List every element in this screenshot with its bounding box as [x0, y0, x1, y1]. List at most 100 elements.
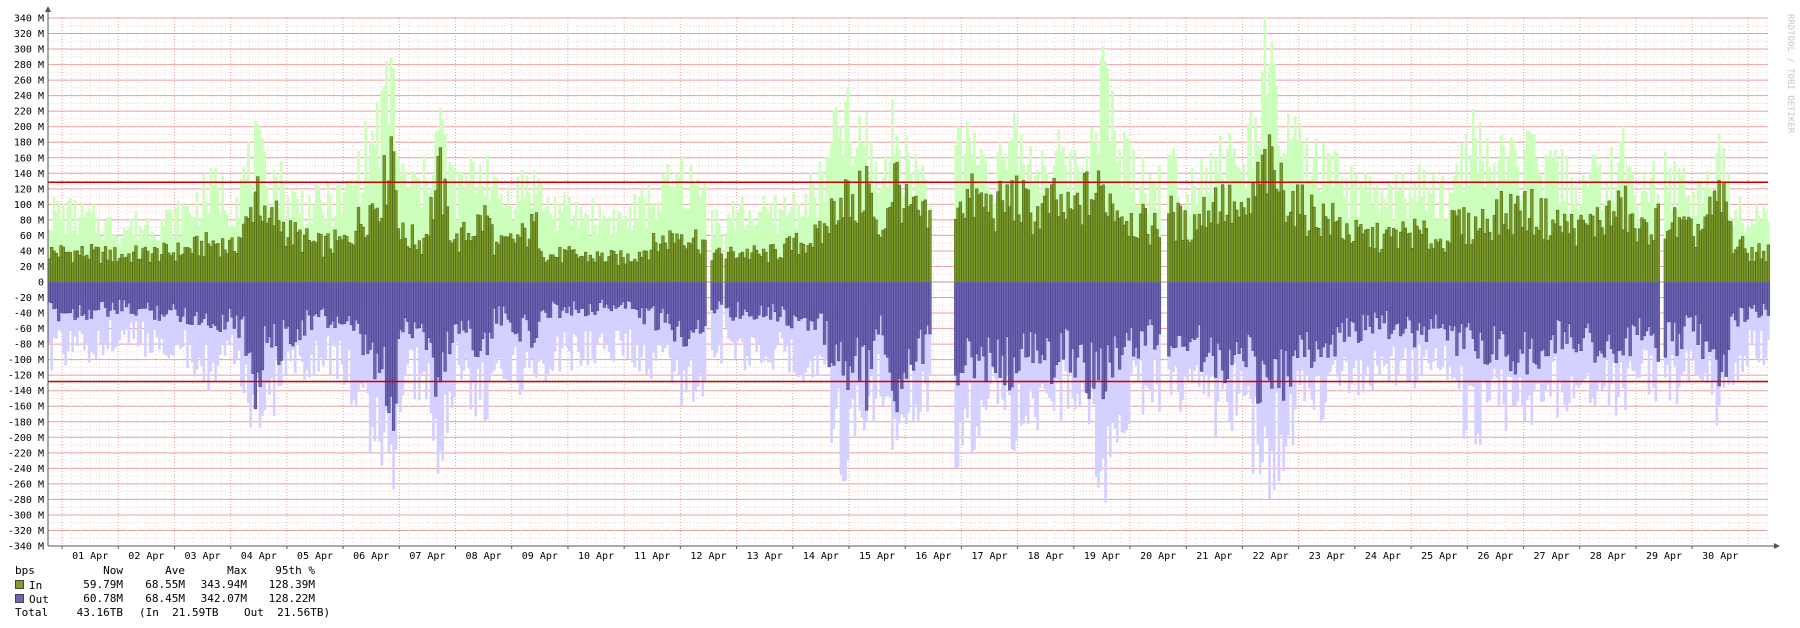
legend-swatch-out: [15, 594, 24, 603]
legend-p95-out: 128.22M: [268, 592, 315, 605]
x-tick-label: 24 Apr: [1365, 551, 1401, 562]
legend-total-out: Out 21.56TB): [244, 606, 331, 619]
x-tick-label: 08 Apr: [466, 551, 502, 562]
y-tick-label: -80 M: [14, 340, 44, 351]
x-tick-label: 21 Apr: [1196, 551, 1232, 562]
x-tick-label: 13 Apr: [747, 551, 783, 562]
y-tick-label: 20 M: [20, 262, 44, 273]
x-tick-label: 14 Apr: [803, 551, 839, 562]
y-tick-label: 100 M: [14, 200, 44, 211]
x-tick-label: 04 Apr: [241, 551, 277, 562]
x-tick-label: 18 Apr: [1028, 551, 1064, 562]
x-tick-label: 09 Apr: [522, 551, 558, 562]
legend-max-out: 342.07M: [200, 592, 247, 605]
x-tick-label: 30 Apr: [1702, 551, 1738, 562]
y-tick-label: 340 M: [14, 14, 44, 25]
legend-row-in: In 59.79M 68.55M 343.94M 128.39M: [15, 578, 330, 592]
x-axis-ticks: 01 Apr 02 Apr 03 Apr 04 Apr 05 Apr 06 Apr 07 A…: [61, 546, 1738, 562]
y-tick-label: 40 M: [20, 246, 44, 257]
legend-total-in: (In 21.59TB: [139, 606, 219, 619]
legend-ave-header: Ave: [165, 564, 185, 577]
legend-label-out: Out: [29, 593, 49, 606]
y-tick-label: -180 M: [8, 417, 44, 428]
x-tick-label: 29 Apr: [1646, 551, 1682, 562]
legend-now-header: Now: [103, 564, 123, 577]
x-tick-label: 23 Apr: [1309, 551, 1345, 562]
y-tick-label: 80 M: [20, 215, 44, 226]
legend-swatch-in: [15, 580, 24, 589]
x-tick-label: 19 Apr: [1084, 551, 1120, 562]
y-tick-label: -340 M: [8, 542, 44, 553]
x-tick-label: 12 Apr: [690, 551, 726, 562]
legend-ave-out: 68.45M: [145, 592, 185, 605]
x-tick-label: 20 Apr: [1140, 551, 1176, 562]
y-axis-ticks: 340 M 320 M 300 M 280 M 260 M 240 M 220 M 200 M…: [8, 14, 44, 553]
y-tick-label: 240 M: [14, 91, 44, 102]
y-tick-label: 200 M: [14, 122, 44, 133]
y-tick-label: -200 M: [8, 433, 44, 444]
percentile-lines: [48, 181, 1768, 383]
x-tick-label: 05 Apr: [297, 551, 333, 562]
x-tick-label: 10 Apr: [578, 551, 614, 562]
x-tick-label: 22 Apr: [1252, 551, 1288, 562]
y-tick-label: 180 M: [14, 138, 44, 149]
x-tick-label: 17 Apr: [971, 551, 1007, 562]
avg-areas: [47, 134, 1771, 431]
y-tick-label: -300 M: [8, 510, 44, 521]
legend-total-label: Total: [15, 606, 49, 619]
legend-header: bps Now Ave Max 95th %: [15, 564, 330, 578]
legend-total-value: 43.16TB: [76, 606, 123, 619]
y-tick-label: 60 M: [20, 231, 44, 242]
x-tick-label: 11 Apr: [634, 551, 670, 562]
x-tick-label: 26 Apr: [1477, 551, 1513, 562]
x-tick-label: 02 Apr: [128, 551, 164, 562]
y-tick-label: 320 M: [14, 29, 44, 40]
x-tick-label: 01 Apr: [72, 551, 108, 562]
y-tick-label: -220 M: [8, 448, 44, 459]
legend-unit: bps: [15, 564, 35, 577]
axes: [45, 6, 1780, 549]
legend: bps Now Ave Max 95th % In 59.79M 68.55M …: [15, 564, 330, 620]
x-tick-label: 15 Apr: [859, 551, 895, 562]
y-tick-label: 0: [38, 278, 44, 289]
legend-p95-header: 95th %: [275, 564, 315, 577]
legend-row-out: Out 60.78M 68.45M 342.07M 128.22M: [15, 592, 330, 606]
y-tick-label: -100 M: [8, 355, 44, 366]
y-tick-label: 140 M: [14, 169, 44, 180]
x-tick-label: 25 Apr: [1421, 551, 1457, 562]
y-tick-label: -140 M: [8, 386, 44, 397]
legend-label-in: In: [29, 579, 43, 592]
legend-p95-in: 128.39M: [268, 578, 315, 591]
y-tick-label: 280 M: [14, 60, 44, 71]
legend-total: Total 43.16TB (In 21.59TB Out 21.56TB): [15, 606, 330, 620]
x-tick-label: 07 Apr: [409, 551, 445, 562]
y-tick-label: -280 M: [8, 495, 44, 506]
y-tick-label: 300 M: [14, 45, 44, 56]
x-tick-label: 28 Apr: [1590, 551, 1626, 562]
x-tick-label: 06 Apr: [353, 551, 389, 562]
legend-ave-in: 68.55M: [145, 578, 185, 591]
x-axis-arrow: [1774, 543, 1780, 549]
y-tick-label: -60 M: [14, 324, 44, 335]
y-tick-label: -240 M: [8, 464, 44, 475]
y-tick-label: 160 M: [14, 153, 44, 164]
y-axis-arrow: [45, 6, 51, 12]
y-tick-label: -40 M: [14, 309, 44, 320]
x-tick-label: 27 Apr: [1534, 551, 1570, 562]
y-tick-label: -20 M: [14, 293, 44, 304]
y-tick-label: 120 M: [14, 184, 44, 195]
y-tick-label: -120 M: [8, 371, 44, 382]
y-tick-label: 260 M: [14, 76, 44, 87]
y-tick-label: 220 M: [14, 107, 44, 118]
watermark: RRDTOOL / TOBI OETIKER: [1785, 14, 1795, 134]
legend-now-out: 60.78M: [83, 592, 123, 605]
avg-area-in: [47, 134, 1771, 283]
y-tick-label: -320 M: [8, 526, 44, 537]
y-tick-label: -160 M: [8, 402, 44, 413]
legend-max-in: 343.94M: [200, 578, 247, 591]
avg-area-out: [47, 281, 1771, 431]
legend-max-header: Max: [227, 564, 247, 577]
x-tick-label: 16 Apr: [915, 551, 951, 562]
y-tick-label: -260 M: [8, 479, 44, 490]
